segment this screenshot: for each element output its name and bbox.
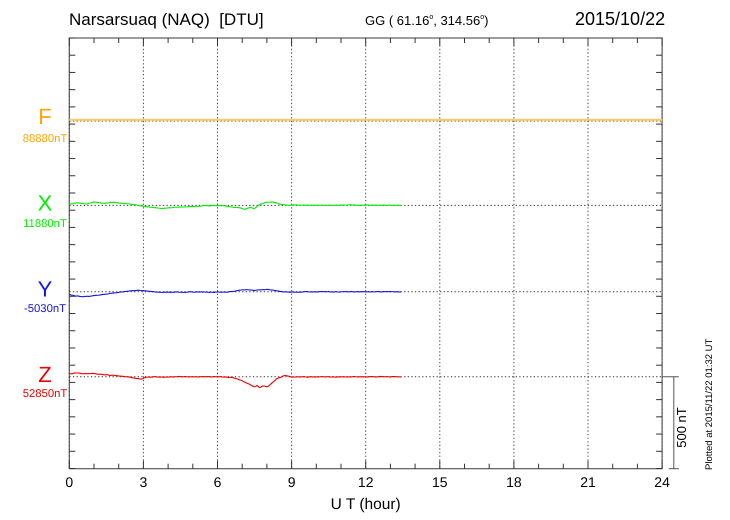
- svg-text:3: 3: [140, 474, 148, 490]
- svg-text:X: X: [38, 191, 53, 216]
- svg-text:0: 0: [65, 474, 73, 490]
- svg-text:15: 15: [432, 474, 448, 490]
- svg-text:Plotted at 2015/11/22 01:32 UT: Plotted at 2015/11/22 01:32 UT: [704, 338, 715, 470]
- svg-text:11880nT: 11880nT: [23, 218, 67, 230]
- svg-text:52850nT: 52850nT: [23, 388, 68, 400]
- svg-text:Y: Y: [38, 277, 53, 302]
- svg-text:88880nT: 88880nT: [23, 133, 68, 145]
- svg-text:Z: Z: [38, 362, 51, 387]
- svg-text:500 nT: 500 nT: [674, 407, 689, 448]
- svg-text:24: 24: [654, 474, 670, 490]
- svg-text:U T (hour): U T (hour): [331, 496, 401, 513]
- svg-text:18: 18: [506, 474, 522, 490]
- svg-text:-5030nT: -5030nT: [24, 303, 66, 315]
- svg-text:21: 21: [580, 474, 596, 490]
- svg-text:9: 9: [288, 474, 296, 490]
- svg-text:12: 12: [358, 474, 374, 490]
- svg-text:6: 6: [214, 474, 222, 490]
- svg-text:F: F: [38, 104, 51, 129]
